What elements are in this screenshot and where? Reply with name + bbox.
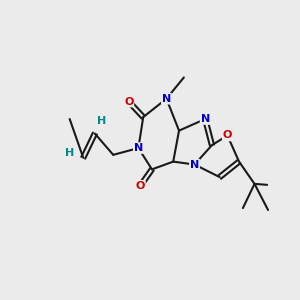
- Text: N: N: [200, 114, 210, 124]
- Text: N: N: [190, 160, 199, 170]
- Text: N: N: [134, 143, 143, 153]
- Text: O: O: [223, 130, 232, 140]
- Text: O: O: [136, 181, 145, 191]
- Text: N: N: [162, 94, 171, 104]
- Text: H: H: [97, 116, 106, 126]
- Text: O: O: [124, 97, 134, 106]
- Text: H: H: [65, 148, 74, 158]
